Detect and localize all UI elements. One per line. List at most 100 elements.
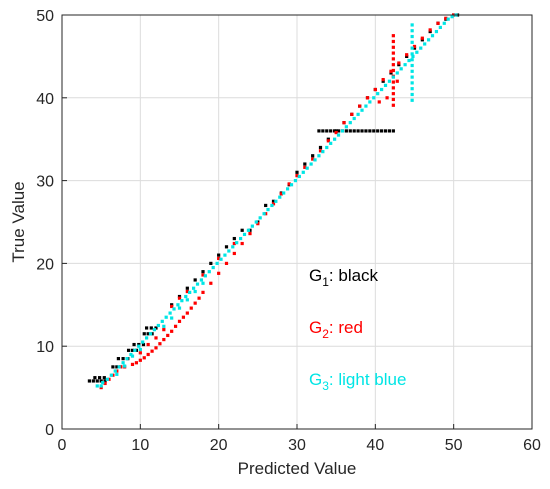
data-point: [381, 77, 385, 82]
data-point: [403, 63, 407, 67]
data-point: [410, 29, 414, 33]
data-point: [91, 379, 95, 383]
data-point: [99, 386, 103, 390]
data-point: [391, 75, 395, 79]
legend-entry: G3: light blue: [309, 370, 406, 393]
data-point: [177, 296, 182, 300]
data-point: [311, 157, 315, 161]
data-point: [410, 58, 414, 62]
data-point: [170, 316, 174, 320]
data-point: [154, 326, 158, 330]
data-point: [138, 347, 142, 352]
data-point: [348, 129, 352, 133]
data-point: [145, 336, 149, 340]
data-point: [115, 372, 119, 376]
data-point: [95, 384, 99, 388]
data-point: [397, 63, 401, 67]
data-point: [334, 130, 338, 135]
data-point: [130, 354, 135, 358]
data-point: [129, 352, 133, 357]
data-point: [377, 100, 381, 104]
data-point: [303, 162, 307, 166]
data-point: [240, 241, 244, 246]
data-point: [286, 187, 290, 191]
data-point: [350, 112, 354, 116]
data-point: [141, 340, 145, 344]
legend-label: : light blue: [329, 370, 407, 389]
data-point: [399, 67, 403, 71]
y-axis-label: True Value: [9, 181, 28, 262]
data-point: [168, 311, 172, 315]
data-point: [111, 365, 115, 369]
data-point: [154, 346, 158, 350]
data-point: [193, 301, 197, 305]
data-point: [368, 100, 372, 104]
data-point: [217, 256, 221, 261]
data-point: [193, 278, 197, 282]
y-tick-label: 50: [36, 8, 54, 25]
data-point: [318, 145, 323, 150]
data-point: [360, 108, 364, 112]
data-point: [271, 202, 276, 206]
data-point: [146, 352, 150, 357]
data-point: [270, 203, 274, 208]
data-point: [217, 271, 221, 275]
data-point: [381, 79, 385, 83]
data-point: [117, 365, 121, 369]
data-point: [197, 296, 201, 300]
data-point: [360, 129, 364, 133]
data-point: [348, 121, 352, 125]
data-point: [419, 46, 423, 50]
data-point: [209, 281, 213, 285]
data-point: [137, 342, 141, 347]
data-point: [380, 87, 384, 92]
data-point: [227, 249, 231, 253]
data-point: [385, 96, 389, 100]
data-point: [289, 183, 294, 187]
data-point: [336, 129, 341, 133]
x-tick-label: 30: [288, 437, 306, 454]
data-point: [383, 129, 388, 133]
data-point: [93, 376, 97, 380]
data-point: [395, 71, 399, 75]
data-point: [391, 92, 395, 96]
data-point: [318, 149, 323, 153]
data-point: [185, 298, 189, 302]
data-point: [258, 216, 262, 220]
data-point: [376, 129, 380, 133]
y-tick-label: 40: [36, 91, 54, 108]
x-tick-label: 60: [523, 437, 541, 454]
data-point: [410, 75, 414, 79]
data-point: [344, 129, 348, 133]
data-point: [391, 80, 395, 84]
data-point: [317, 129, 321, 133]
data-point: [192, 286, 196, 290]
data-point: [142, 356, 146, 360]
data-point: [340, 129, 345, 133]
data-point: [149, 326, 153, 330]
data-point: [364, 129, 368, 133]
data-point: [173, 324, 178, 328]
data-point: [239, 236, 243, 241]
data-point: [99, 384, 103, 388]
data-point: [293, 179, 298, 183]
series-1: [87, 13, 460, 383]
data-point: [146, 342, 150, 347]
data-point: [423, 42, 427, 46]
data-point: [410, 69, 414, 73]
data-point: [180, 299, 184, 303]
data-point: [203, 274, 207, 278]
data-point: [309, 162, 313, 166]
x-tick-label: 0: [58, 437, 67, 454]
data-point: [266, 207, 270, 212]
data-point: [172, 307, 176, 311]
data-point: [321, 129, 325, 133]
data-point: [105, 377, 110, 381]
data-point: [254, 220, 258, 224]
data-point: [137, 344, 141, 348]
data-point: [115, 365, 119, 369]
data-point: [352, 129, 356, 133]
data-point: [116, 357, 120, 361]
data-point: [442, 21, 446, 25]
